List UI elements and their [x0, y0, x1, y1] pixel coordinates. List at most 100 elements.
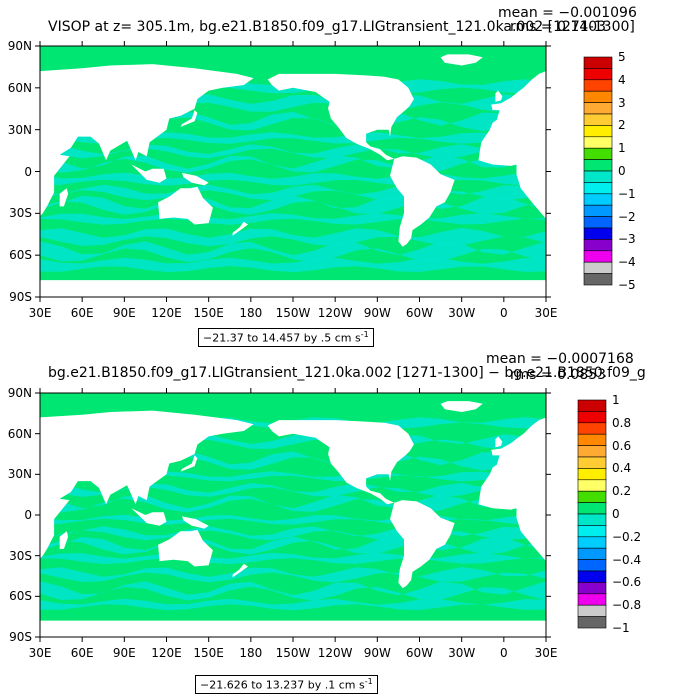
- panel-2-colorbar-label: −0.4: [612, 552, 642, 567]
- panel-1-colorbar-label: −5: [618, 278, 636, 292]
- panel-1-colorbar-label: 2: [618, 118, 626, 133]
- panel-2-ocean-band: [40, 567, 546, 583]
- panel-1-lon-label: 90E: [112, 306, 136, 320]
- panel-2-lon-label: 0: [500, 646, 508, 660]
- panel-2-colorbar-box: [577, 411, 607, 424]
- panel-2-range-text: −21.626 to 13.237 by .1 cm s: [200, 678, 365, 692]
- panel-1-range-unit-sup: -1: [360, 330, 369, 339]
- panel-2-range-box: −21.626 to 13.237 by .1 cm s-1: [195, 675, 378, 694]
- panel-2-colorbar-box: [577, 582, 607, 595]
- panel-1-ticks: [35, 41, 551, 302]
- panel-2-colorbar-label: 0.8: [612, 415, 632, 430]
- panel-2-lat-label: 30S: [9, 548, 32, 563]
- panel-2-lon-label: 60E: [70, 646, 94, 660]
- panel-2-colorbar-label: 1: [612, 393, 620, 407]
- panel-1-antarctica: [40, 280, 546, 297]
- panel-2-land-indonesia: [131, 508, 167, 526]
- panel-2-lon-label: 90E: [112, 646, 136, 660]
- panel-2-lon-label: 30E: [534, 646, 558, 660]
- panel-1-lon-label: 60E: [70, 306, 94, 320]
- panel-1-land-australia: [158, 186, 213, 225]
- panel-1-lon-label: 90W: [363, 306, 391, 320]
- panel-2-lat-label: 60N: [7, 426, 32, 441]
- panel-1-lon-label: 150W: [275, 306, 311, 320]
- panel-1-rms: rms = 0.1403: [510, 19, 607, 35]
- panel-1-colorbar-label: −2: [618, 209, 636, 224]
- panel-2-land-madagascar: [59, 531, 69, 549]
- panel-2-lon-label: 90W: [363, 646, 391, 660]
- panel-2-antarctica: [40, 620, 546, 637]
- panel-2-colorbar-label: 0.2: [612, 484, 632, 499]
- panel-1-land-uk: [495, 90, 503, 102]
- panel-1-lon-label: 180: [239, 306, 263, 320]
- panel-1-land: [40, 54, 546, 247]
- panel-2-colorbar-box: [577, 479, 607, 492]
- panel-2-lat-label: 30N: [7, 467, 32, 482]
- panel-1-lon-label: 30W: [448, 306, 476, 320]
- panel-2-land-australia: [158, 529, 213, 567]
- panel-2-colorbar-label: 0.4: [612, 461, 632, 476]
- panel-1-ocean-band: [40, 195, 546, 215]
- panel-2-colorbar-label: −0.6: [612, 575, 642, 590]
- panel-1-lat-label: 60S: [9, 248, 32, 263]
- panel-2-ocean-band: [40, 581, 546, 601]
- panel-1-colorbar-label: −1: [618, 186, 636, 201]
- panel-2-colorbar-box: [577, 468, 607, 481]
- panel-2-colorbar-label: 0.6: [612, 438, 632, 453]
- panel-2-colorbar-label: −0.8: [612, 598, 642, 613]
- panel-1-land-africa-europe: [478, 71, 546, 219]
- panel-2-colorbar-box: [577, 570, 607, 583]
- panel-1-land-north-america: [267, 73, 414, 161]
- panel-1-range-text: −21.37 to 14.457 by .5 cm s: [203, 331, 361, 345]
- panel-2-land-uk: [495, 436, 503, 448]
- panel-2-colorbar-box: [577, 433, 607, 446]
- panel-1-lon-label: 150E: [193, 306, 224, 320]
- panel-2-lat-label: 60S: [9, 589, 32, 604]
- panel-1-lat-label: 30N: [7, 122, 32, 137]
- panel-1-lon-label: 60W: [405, 306, 434, 320]
- panel-2-colorbar-box: [577, 616, 607, 629]
- panel-1-mean: mean = −0.001096: [498, 5, 637, 21]
- panel-1-colorbar-label: −3: [618, 232, 636, 247]
- panel-1-ocean-band: [40, 257, 546, 273]
- panel-2-colorbar-box: [577, 422, 607, 435]
- panel-1-lon-label: 30E: [28, 306, 52, 320]
- panel-2-lat-label: 0: [24, 508, 32, 522]
- panel-2-lon-label: 30W: [448, 646, 476, 660]
- panel-1-colorbar-label: 4: [618, 72, 626, 87]
- panel-1-lon-label: 0: [500, 306, 508, 320]
- panel-2-mean: mean = −0.0007168: [486, 351, 634, 367]
- panel-1-colorbar: [583, 56, 613, 286]
- panel-1-land-japan: [180, 110, 198, 127]
- panel-2-colorbar-box: [577, 547, 607, 560]
- panel-1-range-box: −21.37 to 14.457 by .5 cm s-1: [198, 328, 374, 347]
- panel-1-land-south-america: [390, 156, 455, 247]
- panel-1-land-indonesia: [131, 164, 167, 183]
- panel-2-land-south-america: [390, 500, 455, 589]
- panel-2-colorbar-box: [577, 490, 607, 503]
- panel-1-colorbar-label: −4: [618, 255, 636, 270]
- panel-2-colorbar-box: [577, 604, 607, 617]
- panel-2-land-new-zealand: [232, 563, 248, 578]
- panel-2-land-asia: [40, 410, 254, 559]
- panel-2-lon-label: 150W: [275, 646, 311, 660]
- panel-1-ocean-band: [40, 132, 546, 144]
- panel-1-colorbar-label: 3: [618, 95, 626, 110]
- panel-2-ticks: [35, 388, 551, 642]
- panel-2-ocean-band: [40, 482, 546, 497]
- panel-1-land-madagascar: [59, 188, 69, 207]
- panel-2-rms: rms = 0.0853: [510, 367, 607, 383]
- panel-2-ocean-band: [40, 598, 546, 611]
- panel-1-land-greenland: [440, 54, 483, 66]
- panel-2-colorbar-label: −0.2: [612, 529, 642, 544]
- panel-1-lon-label: 120E: [151, 306, 182, 320]
- panel-1-lat-label: 30S: [9, 206, 32, 221]
- panel-2-lon-label: 120W: [317, 646, 353, 660]
- panel-2-colorbar: [577, 399, 607, 629]
- panel-1-land-asia: [40, 64, 254, 217]
- panel-2-colorbar-box: [577, 502, 607, 515]
- panel-2-colorbar-box: [577, 559, 607, 572]
- panel-2-colorbar-label: −1: [612, 621, 630, 635]
- panel-1-ocean-band: [40, 241, 546, 263]
- panel-1-ocean-band: [40, 227, 546, 247]
